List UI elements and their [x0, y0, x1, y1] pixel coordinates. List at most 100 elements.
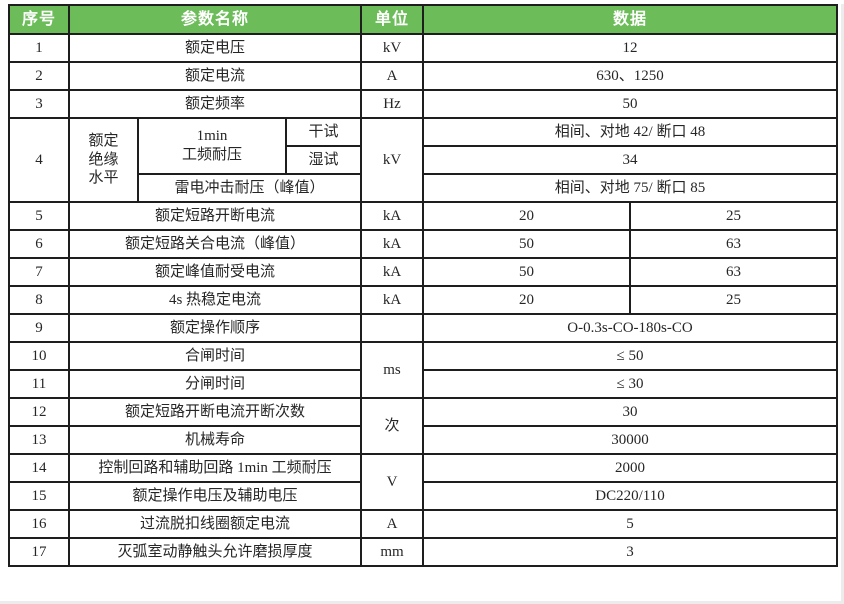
row-9-no: 9	[8, 313, 70, 343]
table-row: 5 额定短路开断电流 kA 20 25	[8, 201, 839, 231]
table-row: 12 额定短路开断电流开断次数 次 30	[8, 397, 839, 455]
row-4-no: 4	[8, 117, 70, 203]
row-1-unit: kV	[360, 33, 424, 63]
row-4-power-freq: 1min 工频耐压	[137, 117, 287, 175]
row-10-no: 10	[8, 341, 70, 371]
table-row: 雷电冲击耐压（峰值） 相间、对地 75/ 断口 85	[9, 173, 839, 203]
row-4-group-line1: 额定	[88, 132, 119, 149]
row-2-param: 额定电流	[68, 61, 362, 91]
row-4-freq-line1: 1min	[196, 128, 228, 145]
row-16-unit: A	[360, 509, 424, 539]
table-row: 4 额定 绝缘 水平 1min 工频耐压 干试 kV 相间、对地 42/ 断口 …	[8, 117, 839, 203]
row-4-group-line2: 绝缘	[88, 151, 119, 168]
row-6-data-b: 63	[628, 229, 839, 259]
row-14-no: 14	[8, 453, 70, 483]
row-10-11-unit: ms	[360, 341, 424, 399]
row-6-data-a: 50	[422, 229, 631, 259]
table-row: 2 额定电流 A 630、1250	[8, 61, 839, 91]
row-4-insulation-group: 额定 绝缘 水平	[68, 117, 139, 203]
row-5-unit: kA	[360, 201, 424, 231]
row-1-param: 额定电压	[68, 33, 362, 63]
row-4-freq-line2: 工频耐压	[181, 147, 242, 163]
row-7-param: 额定峰值耐受电流	[68, 257, 362, 287]
table-row: 7 额定峰值耐受电流 kA 50 63	[8, 257, 839, 287]
row-15-param: 额定操作电压及辅助电压	[68, 481, 362, 511]
row-6-no: 6	[8, 229, 70, 259]
row-17-unit: mm	[360, 537, 424, 567]
table-row: 15 额定操作电压及辅助电压 DC220/110	[8, 481, 839, 511]
row-12-no: 12	[8, 397, 70, 427]
row-13-data: 30000	[421, 425, 839, 455]
row-16-param: 过流脱扣线圈额定电流	[68, 509, 362, 539]
table-row: 8 4s 热稳定电流 kA 20 25	[8, 285, 839, 315]
row-14-data: 2000	[421, 453, 839, 483]
row-16-no: 16	[8, 509, 70, 539]
row-8-param: 4s 热稳定电流	[68, 285, 362, 315]
row-12-13-unit: 次	[360, 397, 424, 455]
row-7-data-a: 50	[422, 257, 631, 287]
row-13-no: 13	[8, 425, 70, 455]
row-14-param: 控制回路和辅助回路 1min 工频耐压	[68, 453, 362, 483]
row-5-param: 额定短路开断电流	[68, 201, 362, 231]
row-9-param: 额定操作顺序	[68, 313, 362, 343]
row-5-data-a: 20	[422, 201, 631, 231]
table-row: 湿试 34	[9, 145, 839, 175]
row-3-data: 50	[421, 89, 839, 119]
table-row: 16 过流脱扣线圈额定电流 A 5	[8, 509, 839, 539]
row-17-data: 3	[421, 537, 839, 567]
row-2-no: 2	[8, 61, 70, 91]
table-row: 9 额定操作顺序 O-0.3s-CO-180s-CO	[8, 313, 839, 343]
row-4-unit: kV	[360, 117, 424, 203]
row-8-data-a: 20	[422, 285, 631, 315]
row-15-no: 15	[8, 481, 70, 511]
row-3-param: 额定频率	[68, 89, 362, 119]
row-1-data: 12	[421, 33, 839, 63]
row-12-data: 30	[421, 397, 839, 427]
spec-table: 序号 参数名称 单位 数据 1 额定电压 kV 12 2 额定电流 A 630、…	[8, 4, 839, 567]
row-4-lightning-label: 雷电冲击耐压（峰值）	[137, 173, 362, 203]
row-11-param: 分闸时间	[68, 369, 362, 399]
row-14-15-unit: V	[360, 453, 424, 511]
row-5-no: 5	[8, 201, 70, 231]
row-8-no: 8	[8, 285, 70, 315]
col-header-unit: 单位	[360, 4, 424, 35]
row-4-dry-label: 干试	[285, 117, 362, 147]
row-8-unit: kA	[360, 285, 424, 315]
row-8-data-b: 25	[628, 285, 839, 315]
row-10-data: ≤ 50	[421, 341, 839, 371]
row-12-param: 额定短路开断电流开断次数	[68, 397, 362, 427]
header-row: 序号 参数名称 单位 数据	[8, 4, 839, 35]
row-17-no: 17	[8, 537, 70, 567]
col-header-no: 序号	[8, 4, 70, 35]
row-7-data-b: 63	[628, 257, 839, 287]
row-9-unit	[360, 313, 424, 343]
table-row: 13 机械寿命 30000	[8, 425, 839, 455]
row-3-unit: Hz	[360, 89, 424, 119]
row-13-param: 机械寿命	[68, 425, 362, 455]
page: 序号 参数名称 单位 数据 1 额定电压 kV 12 2 额定电流 A 630、…	[0, 4, 844, 604]
row-3-no: 3	[8, 89, 70, 119]
row-4-data-wet: 34	[421, 145, 839, 175]
row-6-unit: kA	[360, 229, 424, 259]
row-9-data: O-0.3s-CO-180s-CO	[421, 313, 839, 343]
table-row: 11 分闸时间 ≤ 30	[8, 369, 839, 399]
row-17-param: 灭弧室动静触头允许磨损厚度	[68, 537, 362, 567]
row-4-data-lightning: 相间、对地 75/ 断口 85	[421, 173, 839, 203]
table-row: 14 控制回路和辅助回路 1min 工频耐压 V 2000	[8, 453, 839, 511]
row-5-data-b: 25	[628, 201, 839, 231]
row-11-no: 11	[8, 369, 70, 399]
table-row: 10 合闸时间 ms ≤ 50	[8, 341, 839, 399]
table-row: 1 额定电压 kV 12	[8, 33, 839, 63]
row-4-wet-label: 湿试	[285, 145, 362, 175]
row-7-no: 7	[8, 257, 70, 287]
row-6-param: 额定短路关合电流（峰值）	[68, 229, 362, 259]
col-header-param: 参数名称	[68, 4, 362, 35]
row-1-no: 1	[8, 33, 70, 63]
row-10-param: 合闸时间	[68, 341, 362, 371]
row-4-group-line3: 水平	[88, 170, 119, 187]
row-4-data-dry: 相间、对地 42/ 断口 48	[421, 117, 839, 147]
row-2-data: 630、1250	[421, 61, 839, 91]
table-row: 3 额定频率 Hz 50	[8, 89, 839, 119]
row-16-data: 5	[421, 509, 839, 539]
row-15-data: DC220/110	[421, 481, 839, 511]
